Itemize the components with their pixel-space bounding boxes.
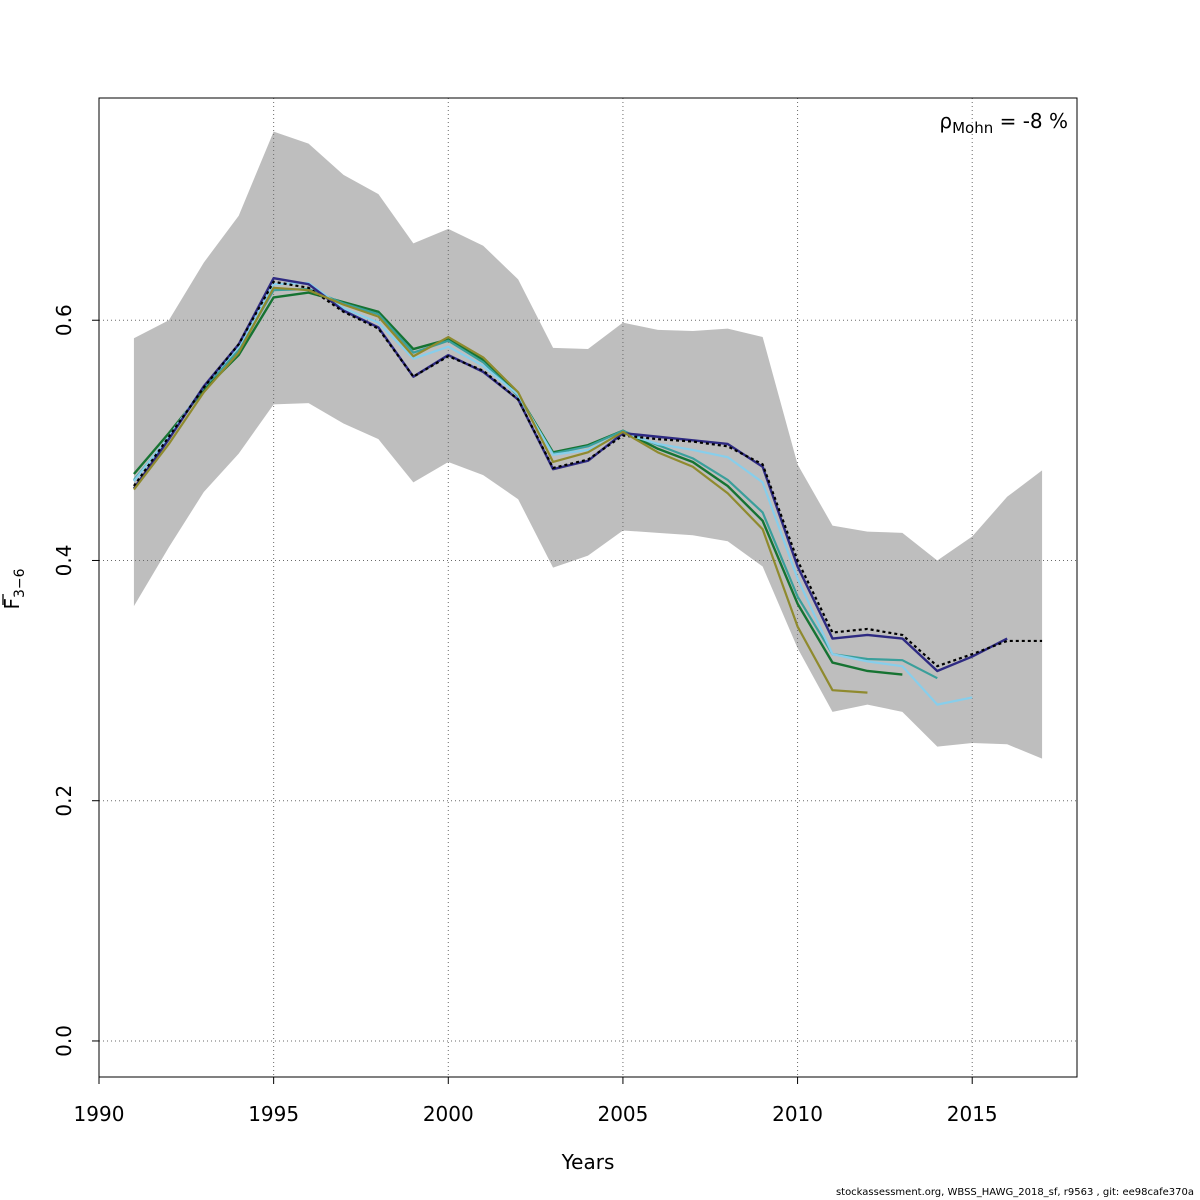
x-tick-label: 1995: [248, 1102, 299, 1126]
rho-value: = -8 %: [993, 109, 1068, 133]
grid-layer: [98, 98, 1077, 1077]
y-tick-label: 0.2: [52, 785, 76, 817]
y-axis-title-subscript: 3−6: [12, 568, 28, 598]
x-tick-label: 2005: [597, 1102, 648, 1126]
footer-source: stockassessment.org, WBSS_HAWG_2018_sf, …: [835, 1187, 1194, 1198]
x-tick-label: 2015: [947, 1102, 998, 1126]
series-line-0: [133, 280, 1043, 668]
x-tick-label: 2010: [772, 1102, 823, 1126]
svg-text:F3−6: F3−6: [0, 568, 28, 609]
rho-symbol: ρ: [939, 109, 952, 133]
series-line-1: [132, 276, 1008, 673]
rho-subscript: Mohn: [952, 119, 993, 137]
mohn-rho-annotation: ρMohn = -8 %: [939, 109, 1068, 137]
y-axis-title-main: F: [0, 598, 24, 610]
series-line-2: [133, 281, 973, 706]
x-tick-label: 1990: [74, 1102, 125, 1126]
y-axis: 0.0 0.2 0.4 0.6: [52, 304, 100, 1057]
series-line-5: [133, 286, 868, 694]
y-tick-label: 0.4: [52, 545, 76, 577]
y-axis-title: F3−6: [0, 568, 28, 609]
x-tick-label: 2000: [423, 1102, 474, 1126]
y-tick-label: 0.0: [52, 1025, 76, 1057]
x-axis-title: Years: [561, 1150, 615, 1174]
series-layer: [132, 276, 1043, 706]
y-tick-label: 0.6: [52, 304, 76, 336]
x-axis: 1990 1995 2000 2005 2010 2015: [74, 1076, 998, 1126]
